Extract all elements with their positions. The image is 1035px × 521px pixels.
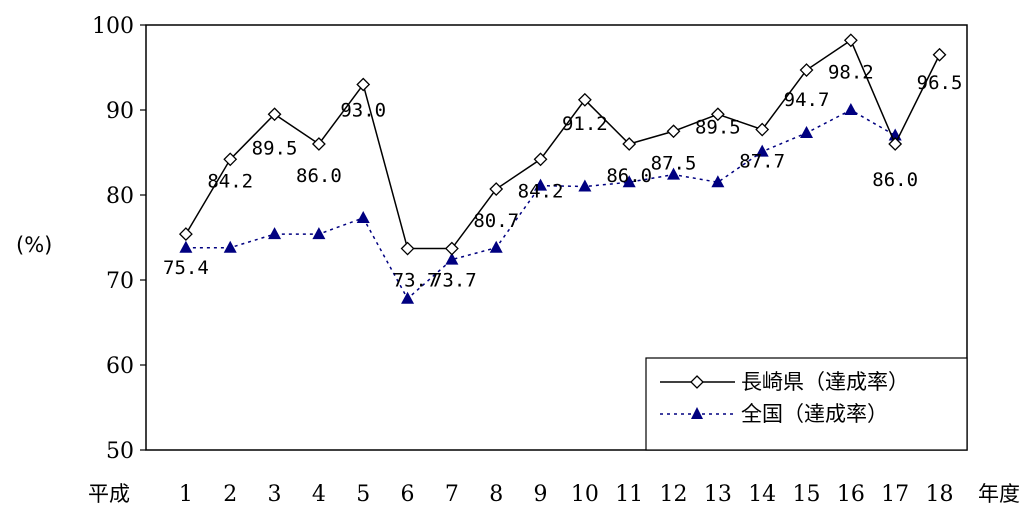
y-axis-label: (%) [16,233,52,257]
legend-marker-national [691,407,703,419]
point-national [445,252,459,265]
point-national [223,240,237,253]
data-label: 96.5 [917,72,963,94]
point-national [489,240,503,253]
point-nagasaki [932,47,947,62]
point-nagasaki [622,137,637,151]
x-tick-label: 8 [489,482,503,507]
y-axis-ticks: 50 60 70 80 90 100 [92,14,146,464]
x-axis-prefix: 平成 [88,482,130,506]
point-nagasaki [223,152,238,167]
data-label: 84.2 [518,180,564,202]
y-tick-label: 90 [106,99,134,124]
data-label: 73.7 [431,270,477,292]
data-label: 91.2 [562,113,608,135]
data-label: 80.7 [473,210,519,232]
point-nagasaki [799,63,814,77]
series-layer [178,33,947,304]
data-labels: 75.4 84.2 89.5 86.0 93.0 73.773.7 80.7 84.2 91.2… [163,61,962,291]
data-label: 94.7 [784,89,830,111]
x-tick-label: 10 [571,482,599,507]
x-tick-label: 15 [793,482,821,507]
data-label: 87.5 [651,152,697,174]
y-tick-label: 50 [106,439,134,464]
x-tick-label: 4 [312,482,326,507]
point-nagasaki [710,107,725,122]
point-nagasaki [533,152,548,167]
point-nagasaki [400,241,415,256]
point-national [800,125,814,138]
data-label: 73.7 [393,270,439,292]
point-nagasaki [843,33,858,48]
legend: 長崎県（達成率） 全国（達成率） [645,357,968,451]
data-label: 84.2 [207,170,253,192]
point-national [312,227,326,240]
point-national [578,179,592,192]
data-label: 89.5 [252,137,298,159]
y-tick-label: 100 [92,14,134,39]
x-tick-label: 7 [445,482,459,507]
x-tick-label: 16 [837,482,865,507]
legend-box [645,357,968,451]
x-axis-label: 年度 [978,482,1020,506]
x-tick-label: 12 [660,482,688,507]
x-tick-label: 13 [704,482,732,507]
legend-marker-nagasaki [690,375,704,389]
x-tick-label: 5 [356,482,370,507]
point-nagasaki [666,124,681,139]
x-tick-label: 1 [179,482,193,507]
data-label: 89.5 [695,116,741,138]
data-label: 87.7 [739,151,785,173]
x-tick-label: 3 [268,482,282,507]
point-national [844,103,858,115]
point-nagasaki [888,137,903,151]
point-national [534,178,548,191]
data-label: 98.2 [828,61,874,83]
x-tick-label: 6 [401,482,415,507]
x-tick-label: 11 [615,482,643,507]
data-label: 93.0 [340,100,386,122]
point-national [711,175,725,188]
legend-label-national: 全国（達成率） [741,402,888,426]
x-axis-ticks: 1 2 3 4 5 6 7 8 9 10 11 12 13 14 15 16 17 18 [179,482,954,507]
point-nagasaki [755,122,770,137]
point-nagasaki [577,92,592,107]
data-label: 86.0 [872,169,918,191]
x-tick-label: 18 [926,482,954,507]
x-tick-label: 14 [748,482,776,507]
point-national [179,240,193,253]
point-national [622,175,636,188]
point-nagasaki [311,137,326,151]
y-tick-label: 80 [106,184,134,209]
series-line-nagasaki [185,39,941,250]
point-nagasaki [489,182,504,196]
y-tick-label: 70 [106,269,134,294]
data-label: 86.0 [606,165,652,187]
point-national [268,227,282,240]
x-tick-label: 2 [223,482,237,507]
legend-label-nagasaki: 長崎県（達成率） [741,370,909,394]
data-label: 86.0 [296,165,342,187]
point-national [667,167,681,180]
point-national [401,291,415,304]
x-tick-label: 9 [534,482,548,507]
point-nagasaki [178,227,193,242]
x-tick-label: 17 [881,482,909,507]
point-nagasaki [356,77,371,92]
point-nagasaki [267,107,282,122]
point-nagasaki [444,241,459,256]
data-label: 75.4 [163,257,209,279]
point-national [356,210,370,223]
y-tick-label: 60 [106,354,134,379]
point-national [755,144,769,157]
